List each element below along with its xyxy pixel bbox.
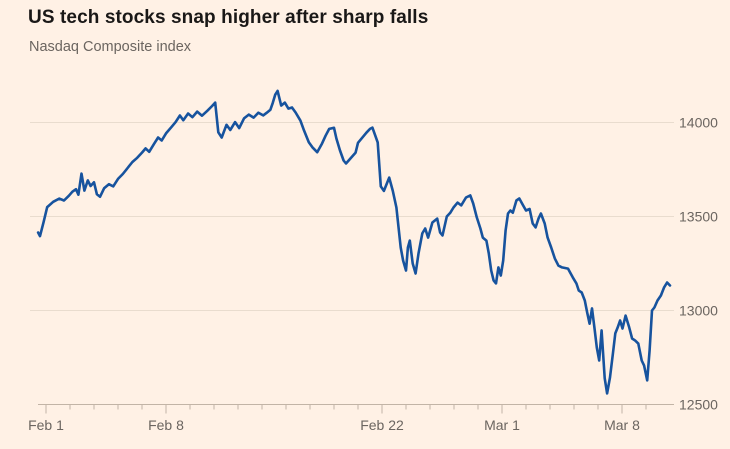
x-axis-tick-label: Mar 1 [484, 417, 520, 433]
x-axis-tick-label: Mar 8 [604, 417, 640, 433]
y-axis-tick-label: 13500 [679, 209, 718, 225]
x-axis-tick-label: Feb 1 [28, 417, 64, 433]
x-axis-tick-label: Feb 8 [148, 417, 184, 433]
series-group [36, 89, 672, 395]
y-axis-labels: 12500 13000 13500 14000 [679, 115, 718, 413]
y-axis-tick-label: 12500 [679, 397, 718, 413]
chart-subtitle: Nasdaq Composite index [29, 39, 192, 55]
y-axis-tick-label: 13000 [679, 303, 718, 319]
y-axis-tick-label: 14000 [679, 115, 718, 131]
chart-title: US tech stocks snap higher after sharp f… [28, 7, 429, 28]
gridlines [30, 122, 674, 311]
x-axis-labels: Feb 1 Feb 8 Feb 22 Mar 1 Mar 8 [28, 417, 640, 433]
x-axis-tick-label: Feb 22 [360, 417, 404, 433]
x-axis [38, 404, 674, 414]
price-line [36, 89, 672, 395]
